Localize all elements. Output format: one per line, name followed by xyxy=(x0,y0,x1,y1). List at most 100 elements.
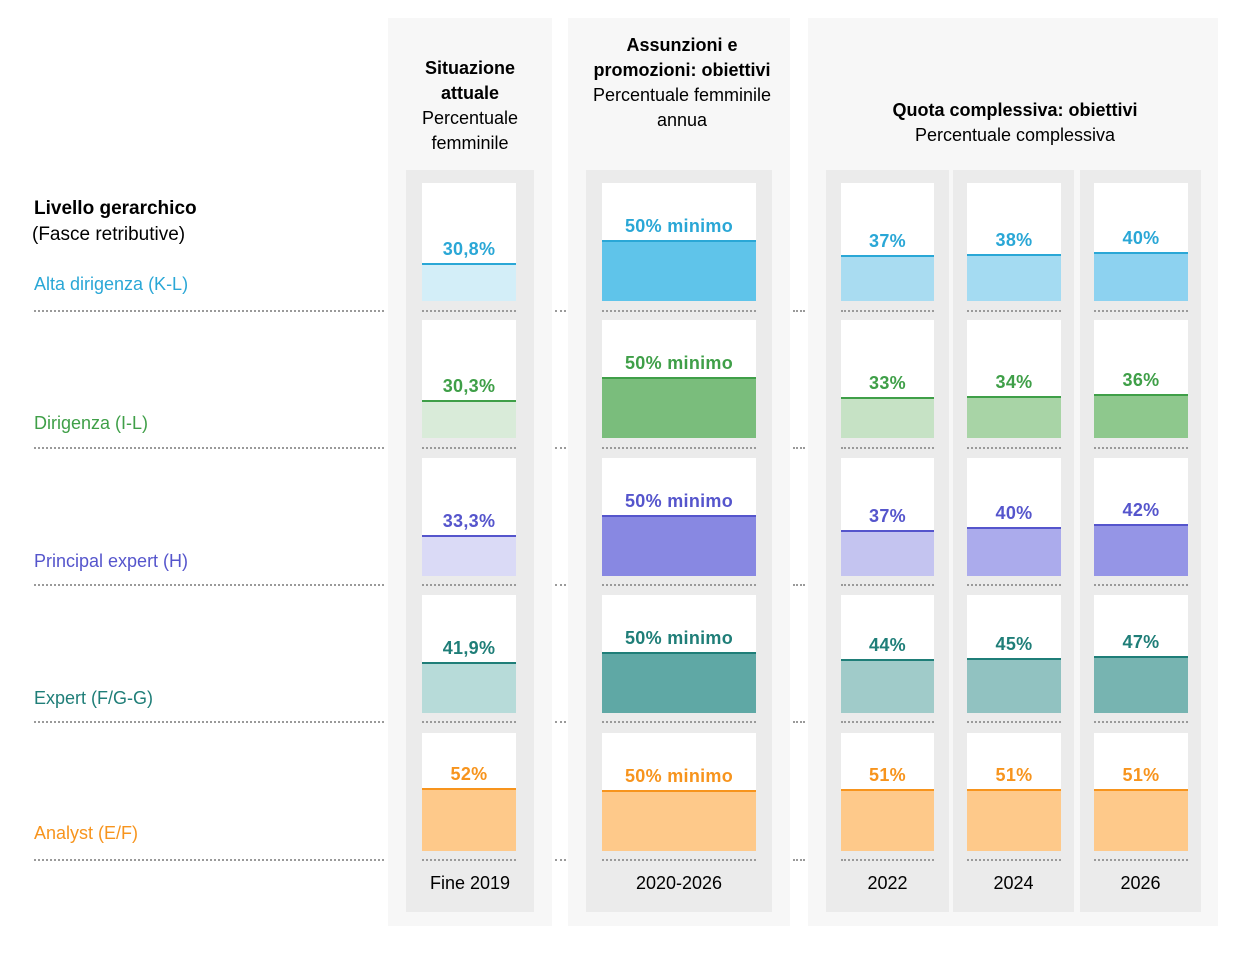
bar xyxy=(841,255,934,301)
bar-cell: 44% xyxy=(841,595,934,713)
row-separator xyxy=(967,859,1061,861)
row-separator xyxy=(422,584,516,586)
bar xyxy=(1094,252,1188,301)
header-hiring-subtitle: Percentuale femminile annua xyxy=(592,85,772,130)
header-hiring-title: Assunzioni e promozioni: obiettivi xyxy=(593,35,771,80)
row-separator xyxy=(1094,310,1188,312)
row-separator xyxy=(967,584,1061,586)
x-tick-label: 2024 xyxy=(993,873,1034,893)
bar xyxy=(967,254,1061,301)
bar-cell: 51% xyxy=(1094,733,1188,851)
bar-cell: 52% xyxy=(422,733,516,851)
header-current: Situazione attuale Percentuale femminile xyxy=(395,56,545,156)
data-label: 36% xyxy=(1122,370,1160,390)
bar xyxy=(1094,394,1188,438)
row-separator xyxy=(967,447,1061,449)
bar xyxy=(967,527,1061,576)
row-separator xyxy=(422,310,516,312)
row-separator xyxy=(602,310,756,312)
row-separator xyxy=(793,859,805,861)
data-label: 38% xyxy=(995,230,1033,250)
bar-cell: 50% minimo xyxy=(602,595,756,713)
row-separator xyxy=(555,859,566,861)
row-separator xyxy=(602,859,756,861)
bar xyxy=(422,535,516,576)
bar xyxy=(841,397,934,438)
bar-cell: 34% xyxy=(967,320,1061,438)
bar xyxy=(967,658,1061,713)
bar xyxy=(422,662,516,713)
bar xyxy=(602,515,756,576)
row-separator xyxy=(967,310,1061,312)
bar xyxy=(422,788,516,851)
row-separator xyxy=(34,859,384,861)
data-label: 44% xyxy=(869,635,906,655)
bar xyxy=(841,530,934,576)
bar xyxy=(602,240,756,301)
bar xyxy=(841,659,934,713)
row-separator xyxy=(422,859,516,861)
row-separator xyxy=(602,721,756,723)
bar-cell: 38% xyxy=(967,183,1061,301)
data-label: 37% xyxy=(869,231,906,251)
bar-cell: 50% minimo xyxy=(602,733,756,851)
row-label: Dirigenza (I-L) xyxy=(34,413,149,433)
row-separator xyxy=(793,721,805,723)
bar-cell: 36% xyxy=(1094,320,1188,438)
row-separator xyxy=(602,584,756,586)
bar-cell: 50% minimo xyxy=(602,458,756,576)
data-label: 50% minimo xyxy=(624,353,734,373)
data-label: 50% minimo xyxy=(624,216,734,236)
bar xyxy=(967,789,1061,851)
row-separator xyxy=(841,447,934,449)
row-separator xyxy=(841,584,934,586)
bar xyxy=(1094,789,1188,851)
row-label: Expert (F/G-G) xyxy=(34,688,154,708)
bar-cell: 37% xyxy=(841,458,934,576)
bar-cell: 33,3% xyxy=(422,458,516,576)
x-tick-label: Fine 2019 xyxy=(429,873,511,893)
bar xyxy=(1094,656,1188,713)
row-separator xyxy=(793,310,805,312)
row-separator xyxy=(841,310,934,312)
x-tick-label: 2022 xyxy=(867,873,908,893)
data-label: 33% xyxy=(869,373,906,393)
row-separator xyxy=(555,721,566,723)
bar-cell: 37% xyxy=(841,183,934,301)
row-separator xyxy=(422,447,516,449)
bar xyxy=(422,400,516,438)
row-separator xyxy=(34,721,384,723)
data-label: 30,8% xyxy=(442,239,496,259)
row-separator xyxy=(793,584,805,586)
row-separator xyxy=(793,447,805,449)
data-label: 45% xyxy=(995,634,1033,654)
data-label: 42% xyxy=(1122,500,1160,520)
row-separator xyxy=(1094,447,1188,449)
data-label: 33,3% xyxy=(442,511,496,531)
data-label: 51% xyxy=(869,765,906,785)
bar-cell: 40% xyxy=(1094,183,1188,301)
data-label: 30,3% xyxy=(442,376,496,396)
x-tick-label: 2020-2026 xyxy=(635,873,723,893)
row-separator xyxy=(1094,859,1188,861)
row-separator xyxy=(841,859,934,861)
data-label: 50% minimo xyxy=(624,766,734,786)
bar-cell: 51% xyxy=(841,733,934,851)
bar xyxy=(602,377,756,438)
bar-cell: 45% xyxy=(967,595,1061,713)
header-hiring: Assunzioni e promozioni: obiettivi Perce… xyxy=(582,33,782,133)
row-separator xyxy=(34,584,384,586)
bar xyxy=(602,652,756,713)
data-label: 37% xyxy=(869,506,906,526)
bar xyxy=(841,789,934,851)
x-tick-label: 2026 xyxy=(1120,873,1161,893)
data-label: 40% xyxy=(995,503,1033,523)
data-label: 51% xyxy=(995,765,1033,785)
row-label: Analyst (E/F) xyxy=(34,823,139,843)
bar-cell: 30,3% xyxy=(422,320,516,438)
bar-cell: 42% xyxy=(1094,458,1188,576)
bar-cell: 41,9% xyxy=(422,595,516,713)
row-separator xyxy=(555,447,566,449)
data-label: 50% minimo xyxy=(624,628,734,648)
bar-cell: 40% xyxy=(967,458,1061,576)
